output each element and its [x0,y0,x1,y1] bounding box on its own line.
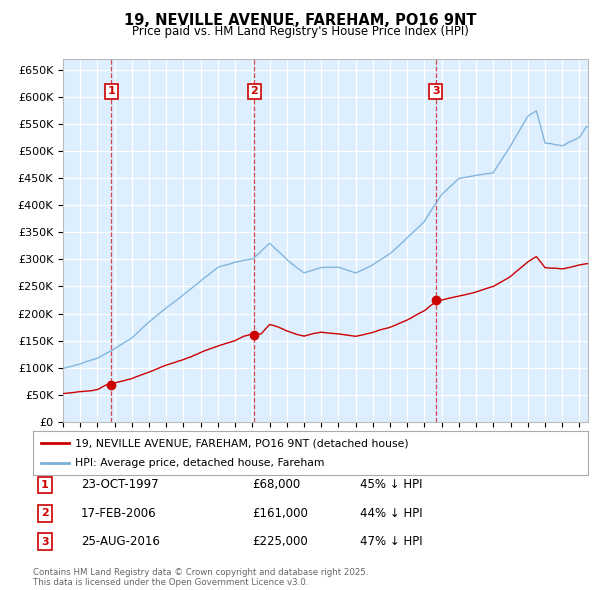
Text: £161,000: £161,000 [252,507,308,520]
Text: Price paid vs. HM Land Registry's House Price Index (HPI): Price paid vs. HM Land Registry's House … [131,25,469,38]
Text: HPI: Average price, detached house, Fareham: HPI: Average price, detached house, Fare… [74,458,324,467]
Text: 17-FEB-2006: 17-FEB-2006 [81,507,157,520]
Text: 25-AUG-2016: 25-AUG-2016 [81,535,160,548]
Text: 44% ↓ HPI: 44% ↓ HPI [360,507,422,520]
Text: Contains HM Land Registry data © Crown copyright and database right 2025.
This d: Contains HM Land Registry data © Crown c… [33,568,368,587]
Text: 19, NEVILLE AVENUE, FAREHAM, PO16 9NT (detached house): 19, NEVILLE AVENUE, FAREHAM, PO16 9NT (d… [74,438,408,448]
Text: £225,000: £225,000 [252,535,308,548]
Text: 1: 1 [41,480,49,490]
Text: 3: 3 [432,87,439,97]
Text: 23-OCT-1997: 23-OCT-1997 [81,478,158,491]
Text: 47% ↓ HPI: 47% ↓ HPI [360,535,422,548]
Text: £68,000: £68,000 [252,478,300,491]
Text: 19, NEVILLE AVENUE, FAREHAM, PO16 9NT: 19, NEVILLE AVENUE, FAREHAM, PO16 9NT [124,13,476,28]
Text: 2: 2 [251,87,258,97]
Text: 1: 1 [107,87,115,97]
Text: 45% ↓ HPI: 45% ↓ HPI [360,478,422,491]
Text: 3: 3 [41,537,49,546]
Text: 2: 2 [41,509,49,518]
